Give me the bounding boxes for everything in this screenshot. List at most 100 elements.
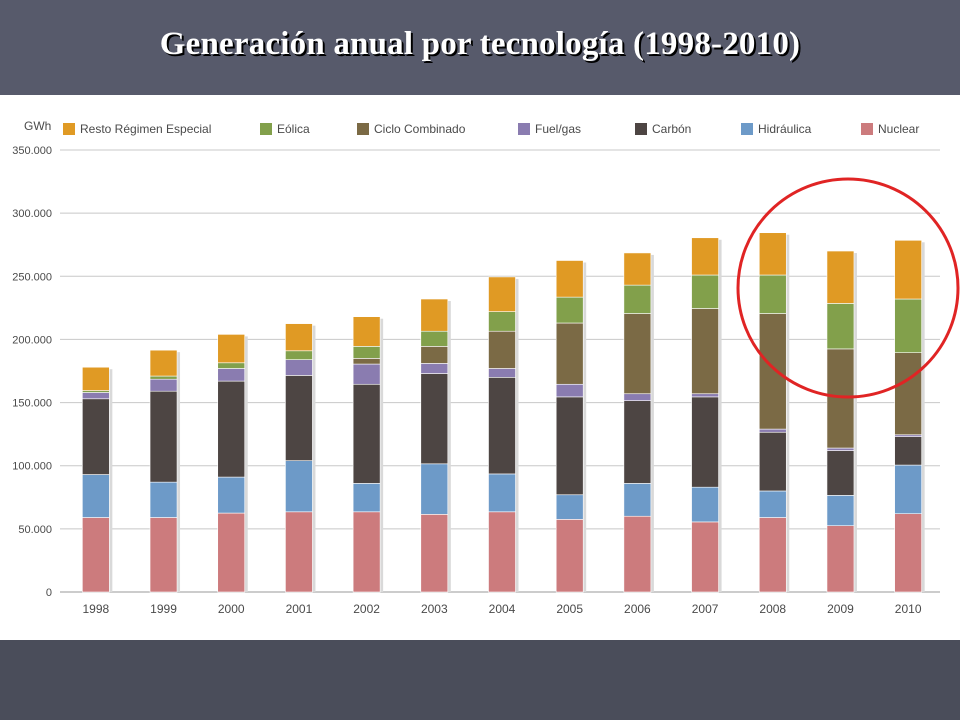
stacked-bar-chart: 0 50.000 100.000 150.000 200.000 250.000 300.0…	[12, 119, 960, 616]
bar-segment	[555, 383, 584, 398]
bar-segment	[82, 474, 110, 518]
x-tick-label: 2004	[489, 602, 516, 616]
bar-segment	[420, 514, 449, 593]
legend-swatch	[741, 123, 753, 135]
bar-segment	[420, 363, 449, 374]
bar-segment	[623, 400, 652, 484]
bars	[82, 232, 925, 593]
bar-segment	[420, 330, 449, 347]
bar-segment	[758, 313, 787, 430]
bar-segment	[758, 490, 787, 518]
x-tick-label: 2007	[692, 602, 719, 616]
bar-stack	[555, 260, 587, 593]
bar-segment	[352, 346, 381, 359]
bar-segment	[217, 368, 246, 382]
bar-segment	[488, 377, 516, 475]
bar-segment	[217, 512, 246, 593]
bar-segment	[420, 346, 449, 364]
bar-segment	[691, 308, 719, 395]
legend: Resto Régimen Especial Eólica Ciclo Combin…	[63, 122, 919, 136]
slide-header: Generación anual por tecnología (1998-20…	[0, 0, 960, 95]
x-tick-label: 2000	[218, 602, 245, 616]
legend-swatch	[357, 123, 369, 135]
bar-segment	[285, 359, 313, 376]
bar-stack	[488, 276, 519, 593]
y-tick-label: 0	[46, 587, 52, 599]
y-axis-label: GWh	[24, 119, 51, 133]
x-tick-label: 2003	[421, 602, 448, 616]
bar-stack	[894, 239, 925, 593]
bar-segment	[352, 363, 381, 385]
legend-label: Eólica	[277, 122, 310, 136]
bar-segment	[352, 511, 381, 593]
bar-segment	[82, 517, 110, 593]
bar-stack	[82, 366, 113, 593]
bar-stack	[826, 250, 857, 593]
bar-stack	[352, 316, 384, 593]
bar-segment	[420, 298, 449, 332]
bar-segment	[555, 396, 584, 496]
legend-label: Hidráulica	[758, 122, 812, 136]
legend-label: Carbón	[652, 122, 691, 136]
bar-segment	[826, 450, 855, 496]
x-tick-label: 2006	[624, 602, 651, 616]
bar-segment	[488, 330, 516, 369]
legend-swatch	[635, 123, 647, 135]
y-tick-label: 150.000	[12, 398, 52, 410]
bar-segment	[149, 481, 178, 518]
bar-segment	[758, 428, 787, 433]
bar-segment	[555, 260, 584, 298]
slide-title: Generación anual por tecnología (1998-20…	[159, 26, 801, 62]
bar-segment	[352, 483, 381, 513]
x-tick-label: 2008	[759, 602, 786, 616]
bar-segment	[352, 316, 381, 347]
bar-segment	[149, 375, 178, 380]
bar-segment	[488, 511, 516, 593]
bar-segment	[691, 396, 719, 488]
legend-item: Hidráulica	[741, 122, 812, 136]
bar-segment	[149, 349, 178, 377]
bar-segment	[352, 383, 381, 484]
bar-segment	[285, 323, 313, 352]
highlight-circle	[736, 177, 960, 399]
bar-segment	[420, 373, 449, 465]
bar-stack	[420, 298, 451, 593]
bar-segment	[826, 447, 855, 451]
x-tick-label: 2005	[556, 602, 583, 616]
bar-segment	[217, 476, 246, 514]
bar-segment	[894, 436, 922, 466]
legend-label: Ciclo Combinado	[374, 122, 466, 136]
legend-item: Nuclear	[861, 122, 919, 136]
bar-segment	[826, 525, 855, 593]
x-axis: 1998 1999 2000 2001 2002 2003 2004 2005 2006 2007…	[82, 602, 921, 616]
bar-segment	[149, 390, 178, 483]
bar-segment	[826, 250, 855, 304]
bar-segment	[623, 284, 652, 314]
legend-item: Fuel/gas	[518, 122, 581, 136]
bar-stack	[149, 349, 181, 593]
bar-segment	[555, 322, 584, 385]
bar-segment	[217, 334, 246, 364]
legend-swatch	[63, 123, 75, 135]
bar-segment	[691, 237, 719, 276]
bar-stack	[691, 237, 722, 593]
bar-segment	[555, 494, 584, 520]
bar-segment	[555, 519, 584, 593]
bar-segment	[285, 375, 313, 461]
x-tick-label: 2001	[286, 602, 313, 616]
legend-label: Resto Régimen Especial	[80, 122, 211, 136]
bar-stack	[758, 232, 790, 593]
bar-segment	[758, 517, 787, 593]
bar-segment	[217, 380, 246, 478]
bar-segment	[82, 366, 110, 391]
y-tick-label: 200.000	[12, 334, 52, 346]
bar-segment	[488, 276, 516, 312]
y-tick-label: 50.000	[18, 524, 52, 536]
bar-segment	[826, 303, 855, 350]
bar-segment	[826, 495, 855, 526]
bar-segment	[623, 515, 652, 593]
bar-segment	[488, 473, 516, 513]
x-tick-label: 2009	[827, 602, 854, 616]
bar-segment	[488, 311, 516, 332]
bar-segment	[894, 298, 922, 353]
